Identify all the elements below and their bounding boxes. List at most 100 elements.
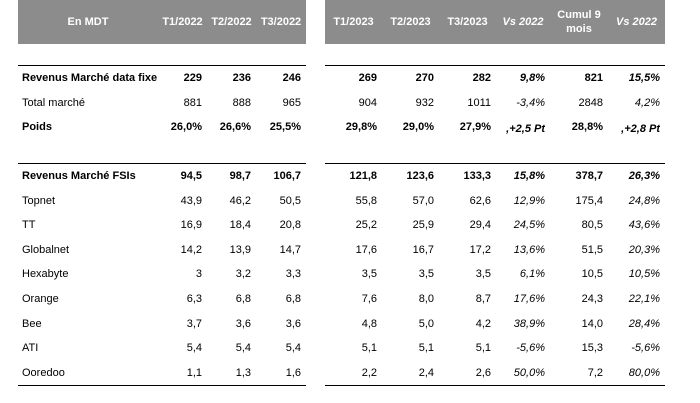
cell-value: 1,6: [256, 360, 306, 387]
header-t3-2023: T3/2023: [439, 0, 496, 44]
cell-value: 17,2: [469, 243, 491, 256]
cell-value: 5,1: [475, 342, 491, 355]
spacer-row: [18, 44, 306, 66]
cell-value: 904: [358, 96, 377, 109]
cell-value: 1,1: [158, 360, 207, 387]
cell-value: 80,0%: [608, 360, 665, 387]
table-row: Topnet 43,9 46,2 50,5: [18, 188, 306, 213]
cell-value: 27,9%: [459, 121, 491, 134]
cell-value: 932: [415, 96, 434, 109]
left-table: En MDT T1/2022 T2/2022 T3/2022 Revenus M…: [18, 0, 306, 387]
table-row: TT 16,9 18,4 20,8: [18, 213, 306, 238]
cell-value: 28,4%: [628, 317, 660, 330]
left-header-row: En MDT T1/2022 T2/2022 T3/2022: [18, 0, 306, 44]
cell-value: 133,3: [439, 162, 496, 189]
table-row: 7,6 8,0 8,7 17,6% 24,3 22,1%: [325, 287, 665, 312]
right-table: T1/2023 T2/2023 T3/2023 Vs 2022 Cumul 9 …: [325, 0, 665, 387]
table-row: 25,2 25,9 29,4 24,5% 80,5 43,6%: [325, 213, 665, 238]
cell-value: 2,6: [439, 360, 496, 387]
header-en-mdt: En MDT: [18, 0, 158, 44]
clipped-value: ,+2,8 Pt: [621, 122, 660, 134]
table-row: 29,8% 29,0% 27,9% ,+2,5 Pt 28,8% ,+2,8 Pt: [325, 115, 665, 140]
cell-value: 26,6%: [219, 121, 251, 134]
cell-value: 1011: [467, 96, 491, 109]
cell-value: -5,6%: [631, 342, 660, 355]
row-label: Hexabyte: [22, 268, 69, 281]
cell-value: 46,2: [229, 194, 251, 207]
spacer-row: [325, 44, 665, 66]
cell-value: 5,1: [361, 342, 377, 355]
table-row: 55,8 57,0 62,6 12,9% 175,4 24,8%: [325, 188, 665, 213]
row-label: Topnet: [22, 194, 56, 207]
header-vs-2022-cumul: Vs 2022: [608, 0, 665, 44]
table-row: Poids 26,0% 26,6% 25,5%: [18, 115, 306, 140]
row-label: Revenus Marché data fixe: [18, 64, 158, 91]
cell-value: 14,2: [180, 243, 202, 256]
cell-value: 8,7: [475, 293, 491, 306]
cell-value: 13,9: [229, 243, 251, 256]
table-row: Revenus Marché data fixe 229 236 246: [18, 64, 306, 91]
cell-value: 98,7: [207, 162, 256, 189]
cell-value: 965: [282, 96, 301, 109]
cell-value: 6,8: [285, 293, 301, 306]
cell-value: 121,8: [325, 162, 382, 189]
cell-value: 10,5%: [628, 268, 660, 281]
cell-value: 5,4: [235, 342, 251, 355]
cell-value: 25,5%: [269, 121, 301, 134]
cell-value: 1,3: [207, 360, 256, 387]
cell-value: 14,7: [279, 243, 301, 256]
table-row: 269 270 282 9,8% 821 15,5%: [325, 64, 665, 91]
table-row: Revenus Marché FSIs 94,5 98,7 106,7: [18, 162, 306, 189]
table-row: 2,2 2,4 2,6 50,0% 7,2 80,0%: [325, 360, 665, 387]
row-label: Revenus Marché FSIs: [18, 162, 158, 189]
row-label: Poids: [22, 121, 52, 134]
cell-value: 229: [158, 64, 207, 91]
cell-value: 282: [439, 64, 496, 91]
table-row: Bee 3,7 3,6 3,6: [18, 311, 306, 336]
cell-value: 17,6%: [513, 293, 545, 306]
cell-value: 3,5: [361, 268, 377, 281]
cell-value: 94,5: [158, 162, 207, 189]
cell-value: 5,0: [418, 317, 434, 330]
cell-value: 26,0%: [170, 121, 202, 134]
header-t3-2022: T3/2022: [256, 0, 306, 44]
cell-value: 24,3: [581, 293, 603, 306]
cell-value: 29,8%: [345, 121, 377, 134]
cell-value: 24,8%: [628, 194, 660, 207]
row-label: Globalnet: [22, 243, 70, 256]
cell-value: -3,4%: [516, 96, 545, 109]
cell-value: -5,6%: [516, 342, 545, 355]
cell-value: 6,8: [235, 293, 251, 306]
header-vs-2022: Vs 2022: [496, 0, 550, 44]
cell-value: 57,0: [412, 194, 434, 207]
cell-value: 14,0: [581, 317, 603, 330]
cell-value: 7,2: [550, 360, 608, 387]
table-row: Total marché 881 888 965: [18, 91, 306, 116]
cell-value: 3,6: [235, 317, 251, 330]
cell-value: 15,8%: [496, 162, 550, 189]
row-label: Total marché: [22, 96, 85, 109]
cell-value: 17,6: [355, 243, 377, 256]
row-label: Orange: [22, 293, 59, 306]
cell-value: 3: [195, 268, 202, 281]
cell-value: ,+2,8 Pt: [608, 115, 665, 140]
cell-value: 888: [232, 96, 251, 109]
cell-value: 50,5: [279, 194, 301, 207]
cell-value: 15,5%: [608, 64, 665, 91]
header-t2-2023: T2/2023: [382, 0, 439, 44]
spacer-row: [325, 140, 665, 164]
cell-value: 2,2: [325, 360, 382, 387]
table-row: Hexabyte 3 3,2 3,3: [18, 262, 306, 287]
cell-value: 3,5: [418, 268, 434, 281]
right-header-row: T1/2023 T2/2023 T3/2023 Vs 2022 Cumul 9 …: [325, 0, 665, 44]
row-label: TT: [22, 219, 36, 232]
cell-value: 821: [550, 64, 608, 91]
cell-value: 50,0%: [496, 360, 550, 387]
cell-value: 25,2: [355, 219, 377, 232]
table-row: Orange 6,3 6,8 6,8: [18, 287, 306, 312]
cell-value: 9,8%: [496, 64, 550, 91]
cell-value: 13,6%: [513, 243, 545, 256]
cell-value: 4,2%: [634, 96, 660, 109]
cell-value: 18,4: [229, 219, 251, 232]
cell-value: 6,1%: [519, 268, 545, 281]
